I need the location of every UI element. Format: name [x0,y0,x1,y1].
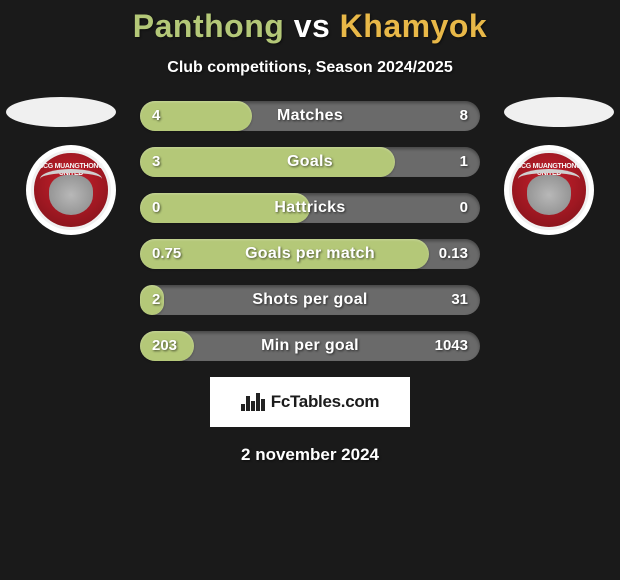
crest-inner: SCG MUANGTHONG UNITED [509,150,589,230]
shadow-ellipse-left [6,97,116,127]
bars-chart-icon [241,393,265,411]
stat-label: Goals [140,147,480,177]
shadow-ellipse-right [504,97,614,127]
stat-label: Matches [140,101,480,131]
club-crest-right: SCG MUANGTHONG UNITED [504,145,594,235]
player-left-name: Panthong [133,8,285,44]
stat-row: 231Shots per goal [140,285,480,315]
stat-row: 2031043Min per goal [140,331,480,361]
date-text: 2 november 2024 [0,445,620,465]
stat-row: 48Matches [140,101,480,131]
stat-row: 0.750.13Goals per match [140,239,480,269]
player-right-name: Khamyok [340,8,488,44]
crest-face-icon [527,175,571,215]
comparison-card: Panthong vs Khamyok Club competitions, S… [0,0,620,580]
watermark[interactable]: FcTables.com [210,377,410,427]
crest-inner: SCG MUANGTHONG UNITED [31,150,111,230]
vs-separator: vs [294,8,331,44]
stat-label: Goals per match [140,239,480,269]
stat-label: Shots per goal [140,285,480,315]
stat-row: 00Hattricks [140,193,480,223]
club-crest-left: SCG MUANGTHONG UNITED [26,145,116,235]
stat-label: Hattricks [140,193,480,223]
content-area: SCG MUANGTHONG UNITED SCG MUANGTHONG UNI… [0,101,620,361]
stat-row: 31Goals [140,147,480,177]
stats-bars: 48Matches 31Goals 00Hattricks 0.750.13Goals… [140,101,480,361]
subtitle: Club competitions, Season 2024/2025 [0,59,620,77]
crest-face-icon [49,175,93,215]
page-title: Panthong vs Khamyok [0,0,620,45]
stat-label: Min per goal [140,331,480,361]
watermark-text: FcTables.com [271,392,380,412]
